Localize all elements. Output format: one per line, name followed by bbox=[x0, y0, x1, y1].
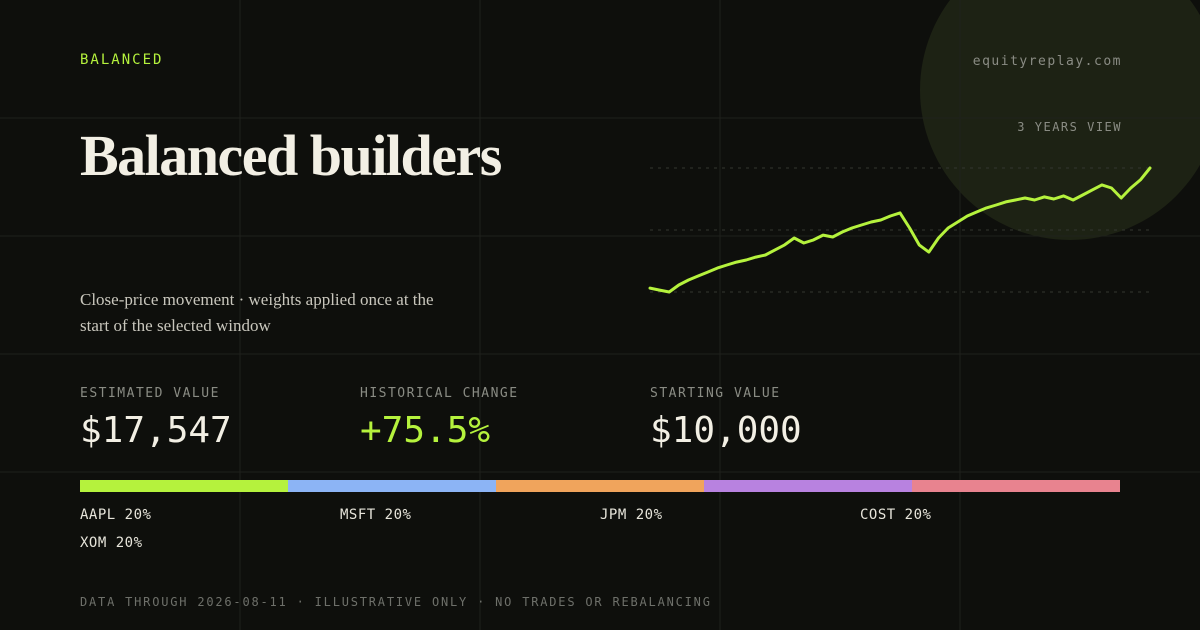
footer: DATA THROUGH 2026-08-11 · ILLUSTRATIVE O… bbox=[80, 595, 712, 609]
tag: BALANCED bbox=[80, 52, 164, 68]
allocation-label: MSFT 20% bbox=[340, 507, 412, 523]
allocation-label: XOM 20% bbox=[80, 535, 143, 551]
sparkline bbox=[648, 166, 1152, 294]
sparkline-path bbox=[648, 166, 1152, 294]
allocation-segment bbox=[80, 480, 288, 492]
title: Balanced builders bbox=[80, 123, 502, 188]
allocation-segment bbox=[496, 480, 704, 492]
subtitle: Close-price movement · weights applied o… bbox=[80, 290, 434, 335]
chart-guides bbox=[650, 167, 1150, 293]
accent-circle bbox=[920, 0, 1200, 240]
allocation-bar bbox=[80, 480, 1120, 492]
stat-label: ESTIMATED VALUE bbox=[80, 386, 220, 401]
allocation-label: COST 20% bbox=[860, 507, 932, 523]
stat-value: $17,547 bbox=[80, 410, 232, 451]
stat-label: HISTORICAL CHANGE bbox=[360, 386, 519, 401]
allocation-segment bbox=[912, 480, 1120, 492]
allocation-label: AAPL 20% bbox=[80, 507, 152, 523]
stat-value: $10,000 bbox=[650, 410, 802, 451]
site: equityreplay.com bbox=[972, 54, 1122, 69]
view-range: 3 YEARS VIEW bbox=[1017, 120, 1122, 134]
stat-label: STARTING VALUE bbox=[650, 386, 781, 401]
allocation-label: JPM 20% bbox=[600, 507, 663, 523]
allocation-segment bbox=[704, 480, 912, 492]
allocation-segment bbox=[288, 480, 496, 492]
stat-value: +75.5% bbox=[360, 410, 491, 451]
